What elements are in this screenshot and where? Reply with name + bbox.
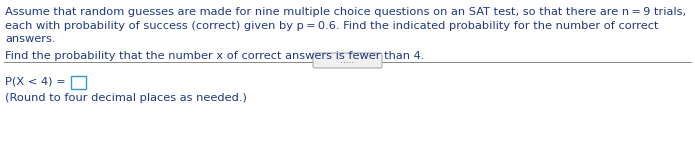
Text: answers.: answers.	[5, 34, 56, 44]
Text: P(X < 4) =: P(X < 4) =	[5, 77, 65, 87]
Text: (Round to four decimal places as needed.): (Round to four decimal places as needed.…	[5, 93, 247, 103]
Bar	[71, 76, 86, 89]
Text: .....: .....	[341, 56, 354, 65]
Text: each with probability of success (correct) given by p = 0.6. Find the indicated : each with probability of success (correc…	[5, 21, 658, 31]
FancyBboxPatch shape	[313, 53, 382, 68]
Text: Assume that random guesses are made for nine multiple choice questions on an SAT: Assume that random guesses are made for …	[5, 7, 686, 17]
Text: Find the probability that the number x of correct answers is fewer than 4.: Find the probability that the number x o…	[5, 51, 425, 61]
